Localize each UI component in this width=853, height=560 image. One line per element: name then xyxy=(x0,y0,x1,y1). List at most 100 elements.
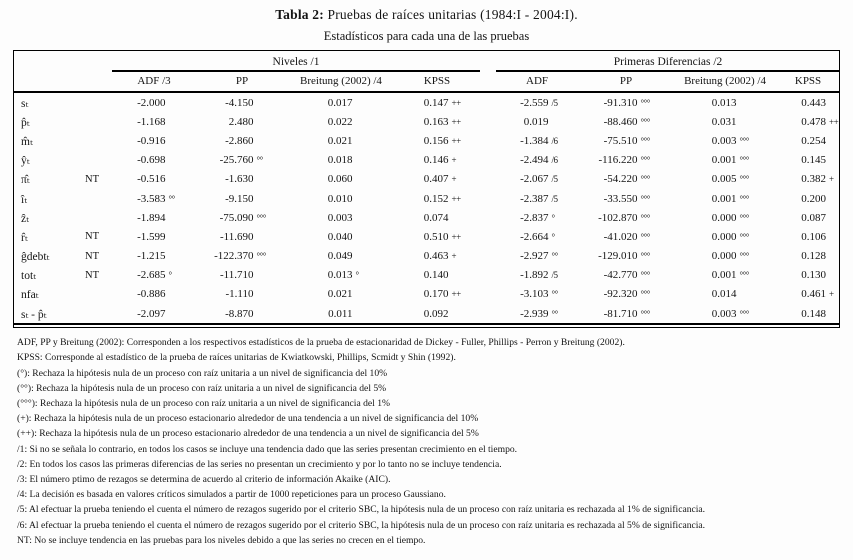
variable-label: r̂ₜ xyxy=(21,231,28,244)
statistic-value: -0.516 xyxy=(137,173,166,186)
table-body: sₜ -2.000 -4.150 0.017 0.147 ++ -2.559/5 -91.31… xyxy=(14,92,841,325)
statistic-cell: 0.461 + xyxy=(776,285,840,304)
col-header-breitung-diferencias: Breitung (2002) /4 xyxy=(684,75,766,87)
statistic-value: 0.407 xyxy=(423,173,449,186)
significance-mark: + xyxy=(451,155,457,166)
statistic-value: -2.387 xyxy=(520,192,549,205)
statistic-value: -122.370 xyxy=(214,250,254,263)
statistic-value: 0.003 xyxy=(711,134,737,147)
statistic-cell: -122.370 °°° xyxy=(196,247,288,266)
significance-mark: ° xyxy=(168,270,173,281)
statistic-value: -1.215 xyxy=(137,250,166,263)
statistic-cell: 0.001 °°° xyxy=(674,189,776,208)
statistic-cell: 0.011 xyxy=(288,304,394,324)
group-header-niveles: Niveles /1 xyxy=(112,51,481,72)
table-title-bold: Tabla 2: xyxy=(275,7,324,22)
group-header-primeras-diferencias: Primeras Diferencias /2 xyxy=(496,51,841,72)
significance-mark: °° xyxy=(551,251,559,262)
table-header: Niveles /1 Primeras Diferencias /2 ADF /… xyxy=(14,51,841,92)
significance-mark: °°° xyxy=(739,212,750,223)
statistic-value: 0.145 xyxy=(801,154,827,167)
statistic-value: -0.698 xyxy=(137,154,166,167)
statistic-value: 0.049 xyxy=(327,250,353,263)
significance-mark: + xyxy=(829,289,834,300)
group-gap xyxy=(480,170,496,189)
statistic-cell: -102.870 °°° xyxy=(578,208,674,227)
statistic-cell: 0.018 xyxy=(288,151,394,170)
statistic-value: 0.040 xyxy=(327,230,353,243)
significance-mark: °°° xyxy=(640,270,651,281)
statistic-value: 0.382 xyxy=(801,173,827,186)
statistic-cell: 0.106 xyxy=(776,227,840,246)
footnote-line: NT: No se incluye tendencia en las prueb… xyxy=(17,534,426,546)
significance-mark: °°° xyxy=(739,308,750,319)
statistic-value: -91.310 xyxy=(603,96,638,109)
statistic-cell: -4.150 xyxy=(196,92,288,112)
statistic-cell: 0.145 xyxy=(776,151,840,170)
significance-mark: ++ xyxy=(451,97,462,108)
variable-label: ŷₜ xyxy=(21,155,30,168)
statistic-value: -2.685 xyxy=(137,269,166,282)
statistic-value: -1.630 xyxy=(225,173,254,186)
table-title: Tabla 2: Pruebas de raíces unitarias (19… xyxy=(0,0,853,23)
statistic-value: 0.106 xyxy=(801,230,827,243)
significance-mark: ° xyxy=(551,212,556,223)
variable-label: sₜ xyxy=(21,97,29,110)
statistic-value: 0.000 xyxy=(711,230,737,243)
group-gap xyxy=(480,285,496,304)
statistic-cell: 0.000 °°° xyxy=(674,247,776,266)
empty-corner-cell xyxy=(14,71,112,92)
statistic-cell: 0.040 xyxy=(288,227,394,246)
statistic-value: -2.927 xyxy=(520,250,549,263)
statistic-cell: -0.916 xyxy=(112,131,196,150)
significance-mark: °°° xyxy=(739,231,750,242)
significance-mark: ++ xyxy=(451,289,462,300)
group-gap xyxy=(480,112,496,131)
nt-flag: NT xyxy=(85,173,99,185)
significance-mark: /5 xyxy=(551,193,559,204)
nt-flag xyxy=(72,304,112,324)
footnote-line: /4: La decisión es basada en valores crí… xyxy=(17,489,446,501)
statistic-value: 0.005 xyxy=(711,173,737,186)
statistic-cell: 0.152 ++ xyxy=(394,189,480,208)
statistic-value: 0.170 xyxy=(423,288,449,301)
statistic-cell: -116.220 °°° xyxy=(578,151,674,170)
significance-mark: /5 xyxy=(551,270,559,281)
statistic-value: -3.583 xyxy=(137,192,166,205)
statistic-cell: 2.480 xyxy=(196,112,288,131)
statistic-value: -2.939 xyxy=(520,307,549,320)
statistic-cell: -1.384/6 xyxy=(496,131,578,150)
statistic-value: 0.001 xyxy=(711,154,737,167)
statistic-cell: 0.003 °°° xyxy=(674,131,776,150)
table-row: ĝdebtₜ NT -1.215 -122.370 °°° 0.049 0.463 + -2.9… xyxy=(14,247,840,266)
statistic-value: -1.384 xyxy=(520,134,549,147)
statistic-value: 0.019 xyxy=(523,115,549,128)
empty-corner-cell xyxy=(14,51,112,71)
statistic-value: 0.130 xyxy=(801,269,827,282)
statistic-value: 0.200 xyxy=(801,192,827,205)
statistic-cell: 0.254 xyxy=(776,131,840,150)
significance-mark: °°° xyxy=(739,135,750,146)
significance-mark: °° xyxy=(551,308,559,319)
table-row: r̂ₜ NT -1.599 -11.690 0.040 0.510 ++ -2.664 ° -41… xyxy=(14,227,840,246)
significance-mark: ++ xyxy=(451,231,462,242)
significance-mark: °° xyxy=(168,193,176,204)
statistic-cell: 0.049 xyxy=(288,247,394,266)
statistic-cell: 0.163 ++ xyxy=(394,112,480,131)
statistic-value: -0.916 xyxy=(137,134,166,147)
statistic-cell: -11.690 xyxy=(196,227,288,246)
group-gap xyxy=(480,131,496,150)
statistic-value: -75.090 xyxy=(219,211,254,224)
statistic-value: -2.664 xyxy=(520,230,549,243)
statistic-cell: -2.000 xyxy=(112,92,196,112)
statistic-value: 0.140 xyxy=(423,269,449,282)
statistic-cell: 0.463 + xyxy=(394,247,480,266)
statistic-cell: -91.310 °°° xyxy=(578,92,674,112)
statistic-cell: -0.698 xyxy=(112,151,196,170)
table-title-rest: Pruebas de raíces unitarias (1984:I - 20… xyxy=(323,7,578,22)
statistic-cell: 0.022 xyxy=(288,112,394,131)
statistic-cell: 0.060 xyxy=(288,170,394,189)
footnote-line: (°°°): Rechaza la hipótesis nula de un p… xyxy=(17,398,391,410)
footnote-line: (+): Rechaza la hipótesis nula de un pro… xyxy=(17,413,479,425)
significance-mark: °° xyxy=(256,155,264,166)
